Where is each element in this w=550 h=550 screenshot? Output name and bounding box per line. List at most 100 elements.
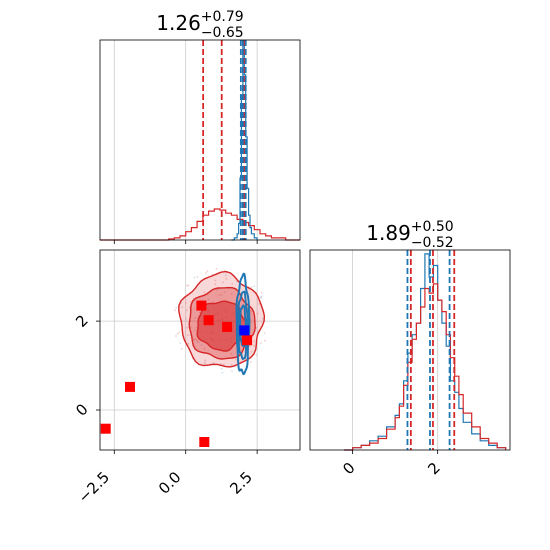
background-point — [222, 281, 224, 284]
x-tick-label: 0.0 — [155, 468, 185, 498]
background-point — [187, 284, 190, 287]
background-point — [200, 344, 203, 346]
red-marker — [203, 315, 214, 326]
histogram-step-1 — [344, 283, 507, 451]
background-point — [220, 367, 223, 370]
background-point — [253, 344, 256, 347]
background-point — [179, 342, 182, 344]
quantile-lines — [202, 40, 247, 240]
background-point — [256, 312, 259, 315]
marker-points — [100, 300, 253, 447]
background-point — [207, 298, 210, 301]
background-point — [206, 270, 209, 273]
background-point — [260, 291, 263, 294]
y-axis-ticks: 02 — [72, 311, 100, 420]
background-point — [186, 326, 189, 329]
background-point — [264, 339, 266, 342]
background-point — [174, 309, 176, 311]
background-point — [175, 306, 178, 309]
background-point — [256, 330, 259, 332]
background-point — [250, 286, 253, 289]
background-point — [176, 332, 179, 335]
histogram-step-0 — [344, 253, 507, 451]
background-point — [260, 342, 262, 345]
blue-marker — [239, 325, 250, 336]
background-point — [189, 300, 192, 303]
red-contour-level-2 — [196, 300, 248, 352]
background-point — [196, 339, 199, 342]
red-marker — [196, 300, 207, 311]
background-point — [260, 296, 262, 299]
background-point — [231, 283, 234, 285]
red-marker — [242, 335, 253, 346]
panel-contour: −2.5 0.0 2.5 02 — [72, 249, 301, 507]
histogram-series — [100, 43, 300, 241]
background-point — [212, 362, 215, 364]
background-point — [196, 276, 199, 278]
panel-title: 1.26+0.79 −0.65 — [156, 9, 243, 41]
background-point — [203, 361, 206, 363]
background-point — [225, 278, 228, 280]
background-point — [181, 306, 184, 309]
x-tick-label: 2 — [424, 459, 443, 478]
background-point — [190, 326, 192, 329]
background-point — [193, 276, 196, 279]
background-point — [184, 317, 187, 320]
background-point — [223, 291, 226, 293]
background-point — [253, 340, 256, 343]
background-point — [235, 358, 238, 361]
background-point — [186, 309, 189, 312]
background-point — [250, 350, 253, 353]
x-tick-label: −2.5 — [75, 468, 113, 506]
background-point — [194, 329, 197, 331]
background-point — [214, 283, 217, 286]
background-point — [185, 302, 187, 304]
red-marker — [222, 321, 233, 332]
title-minus: −0.65 — [201, 25, 244, 41]
background-point — [215, 288, 218, 291]
background-point — [186, 334, 189, 336]
background-point — [194, 317, 197, 319]
x-axis-ticks — [113, 240, 258, 244]
x-axis-ticks: −2.5 0.0 2.5 — [75, 450, 258, 507]
grid-lines — [113, 40, 258, 240]
background-point — [255, 327, 258, 329]
title-value: 1.26 — [156, 11, 201, 35]
background-point — [261, 317, 264, 320]
panel-hist-param1: 1.26+0.79 −0.65 — [99, 9, 301, 244]
background-point — [248, 345, 251, 347]
blue-contour-level-1 — [237, 290, 249, 361]
background-point — [231, 370, 233, 372]
background-point — [193, 308, 196, 310]
quantile-lines — [406, 250, 456, 450]
background-point — [230, 293, 233, 295]
background-point — [220, 293, 223, 296]
y-tick-label: 0 — [72, 400, 91, 419]
background-point — [250, 361, 252, 363]
x-tick-label: 0 — [339, 459, 358, 478]
background-point — [187, 342, 190, 345]
panel-title: 1.89+0.50 −0.52 — [366, 219, 453, 251]
title-plus: +0.79 — [201, 9, 244, 25]
background-point — [205, 272, 207, 274]
background-point — [224, 274, 227, 277]
title-minus: −0.52 — [411, 235, 454, 251]
background-point — [263, 332, 266, 335]
background-point — [204, 359, 207, 362]
histogram-step-0 — [100, 208, 300, 241]
histogram-series — [344, 253, 507, 451]
background-point — [203, 347, 206, 350]
title-plus: +0.50 — [411, 219, 454, 235]
red-filled-contours — [178, 270, 266, 368]
x-tick-label: 2.5 — [226, 468, 256, 498]
axes-frame — [99, 39, 301, 241]
background-point — [204, 362, 207, 365]
background-point — [194, 338, 197, 341]
axes-frame — [99, 249, 301, 451]
background-point — [253, 285, 256, 288]
axes-frame — [309, 249, 511, 451]
background-point — [230, 363, 233, 366]
